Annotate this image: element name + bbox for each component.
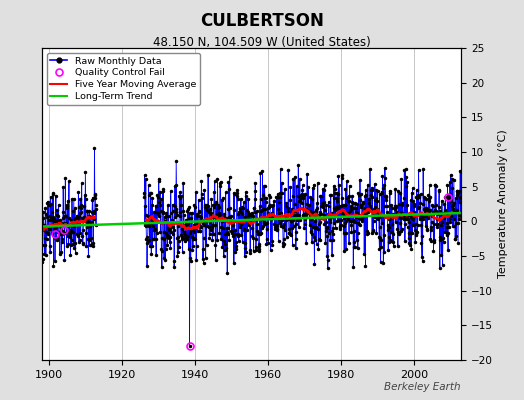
Y-axis label: Temperature Anomaly (°C): Temperature Anomaly (°C): [498, 130, 508, 278]
Text: 48.150 N, 104.509 W (United States): 48.150 N, 104.509 W (United States): [153, 36, 371, 49]
Text: Berkeley Earth: Berkeley Earth: [385, 382, 461, 392]
Legend: Raw Monthly Data, Quality Control Fail, Five Year Moving Average, Long-Term Tren: Raw Monthly Data, Quality Control Fail, …: [47, 53, 200, 105]
Text: CULBERTSON: CULBERTSON: [200, 12, 324, 30]
